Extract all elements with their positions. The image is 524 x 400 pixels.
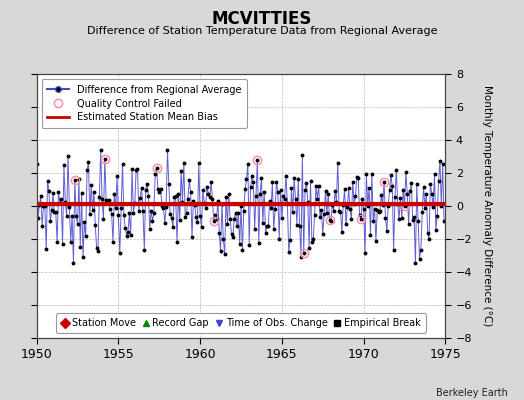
- Legend: Station Move, Record Gap, Time of Obs. Change, Empirical Break: Station Move, Record Gap, Time of Obs. C…: [57, 314, 425, 333]
- Text: Berkeley Earth: Berkeley Earth: [436, 388, 508, 398]
- Text: MCVITTIES: MCVITTIES: [212, 10, 312, 28]
- Text: Difference of Station Temperature Data from Regional Average: Difference of Station Temperature Data f…: [87, 26, 437, 36]
- Y-axis label: Monthly Temperature Anomaly Difference (°C): Monthly Temperature Anomaly Difference (…: [482, 85, 492, 327]
